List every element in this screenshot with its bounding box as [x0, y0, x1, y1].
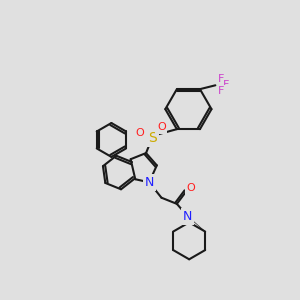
Text: O: O — [157, 122, 166, 132]
Text: O: O — [136, 128, 144, 138]
Text: N: N — [145, 176, 154, 189]
Text: S: S — [148, 130, 157, 145]
Text: O: O — [186, 184, 195, 194]
Text: F: F — [223, 80, 229, 90]
Text: F: F — [218, 86, 225, 97]
Text: F: F — [218, 74, 225, 84]
Text: N: N — [183, 210, 192, 223]
